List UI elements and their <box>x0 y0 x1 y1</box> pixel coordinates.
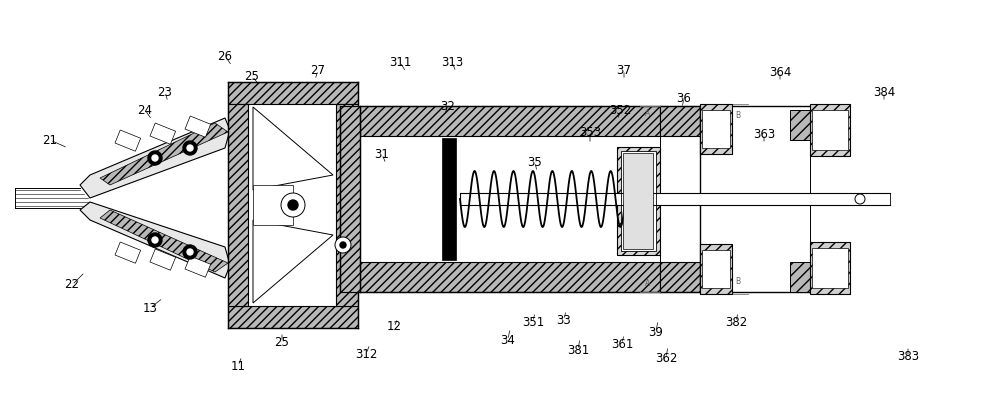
Text: 23: 23 <box>158 86 172 99</box>
Polygon shape <box>253 107 333 190</box>
Circle shape <box>281 193 305 217</box>
Text: 352: 352 <box>609 103 631 116</box>
Text: 383: 383 <box>897 350 919 364</box>
Polygon shape <box>80 202 230 278</box>
Polygon shape <box>185 256 211 277</box>
Bar <box>702 110 730 148</box>
Circle shape <box>152 155 158 161</box>
Polygon shape <box>115 130 141 151</box>
Text: 21: 21 <box>42 133 58 147</box>
Text: 31: 31 <box>375 147 389 160</box>
Bar <box>360 262 660 292</box>
Bar <box>248 104 336 306</box>
Bar <box>228 104 248 306</box>
Circle shape <box>187 249 193 255</box>
Text: 39: 39 <box>649 326 663 339</box>
Text: 34: 34 <box>501 333 515 346</box>
Text: 361: 361 <box>611 337 633 350</box>
Circle shape <box>335 237 351 253</box>
Bar <box>253 185 293 225</box>
Text: A: A <box>645 110 651 118</box>
Text: 26: 26 <box>218 50 232 63</box>
Bar <box>700 244 732 294</box>
Text: 353: 353 <box>579 126 601 139</box>
Text: 22: 22 <box>64 278 80 291</box>
Text: 13: 13 <box>143 301 157 314</box>
Bar <box>700 104 732 154</box>
Bar <box>660 106 700 136</box>
Text: 33: 33 <box>557 314 571 326</box>
Bar <box>360 136 660 262</box>
Bar <box>460 193 890 205</box>
Circle shape <box>340 242 346 248</box>
Circle shape <box>148 233 162 247</box>
Bar <box>812 248 848 288</box>
Text: B: B <box>735 278 741 286</box>
Text: 381: 381 <box>567 343 589 356</box>
Text: 311: 311 <box>389 55 411 69</box>
Bar <box>660 136 700 262</box>
Circle shape <box>288 200 298 210</box>
Text: 312: 312 <box>355 348 377 360</box>
Text: 351: 351 <box>522 316 544 329</box>
Text: 313: 313 <box>441 55 463 69</box>
Text: 35: 35 <box>528 156 542 169</box>
Text: 32: 32 <box>441 99 455 112</box>
Polygon shape <box>80 118 230 198</box>
Circle shape <box>855 194 865 204</box>
Circle shape <box>183 245 197 259</box>
Text: 25: 25 <box>275 335 289 348</box>
Circle shape <box>148 151 162 165</box>
Bar <box>617 147 660 255</box>
Text: 11: 11 <box>230 360 246 373</box>
Bar <box>228 306 358 328</box>
Text: 364: 364 <box>769 65 791 78</box>
Bar <box>702 250 730 288</box>
Text: 36: 36 <box>677 91 691 105</box>
Bar <box>360 106 660 136</box>
Text: 25: 25 <box>245 70 259 82</box>
Polygon shape <box>150 123 176 144</box>
Bar <box>812 110 848 150</box>
Text: 27: 27 <box>310 63 326 76</box>
Bar <box>336 104 358 306</box>
Bar <box>621 151 656 251</box>
Polygon shape <box>100 123 228 185</box>
Bar <box>442 138 456 260</box>
Polygon shape <box>253 220 333 303</box>
Text: 363: 363 <box>753 128 775 141</box>
Text: 24: 24 <box>138 103 152 116</box>
Circle shape <box>183 141 197 155</box>
Bar <box>790 262 812 292</box>
Bar <box>790 110 812 140</box>
Text: 384: 384 <box>873 86 895 99</box>
Text: 362: 362 <box>655 352 677 364</box>
Polygon shape <box>185 116 211 137</box>
Polygon shape <box>100 210 228 272</box>
Polygon shape <box>150 249 176 270</box>
Bar <box>228 82 358 104</box>
Text: A: A <box>645 280 651 289</box>
Text: 382: 382 <box>725 316 747 329</box>
Circle shape <box>187 145 193 151</box>
Bar <box>340 106 360 292</box>
Bar <box>810 242 850 294</box>
Bar <box>810 104 850 156</box>
Text: 12: 12 <box>386 320 402 333</box>
Text: 37: 37 <box>617 63 631 76</box>
Text: B: B <box>735 112 741 120</box>
Polygon shape <box>115 242 141 263</box>
Circle shape <box>152 237 158 243</box>
Bar <box>660 262 700 292</box>
Bar <box>623 153 653 249</box>
